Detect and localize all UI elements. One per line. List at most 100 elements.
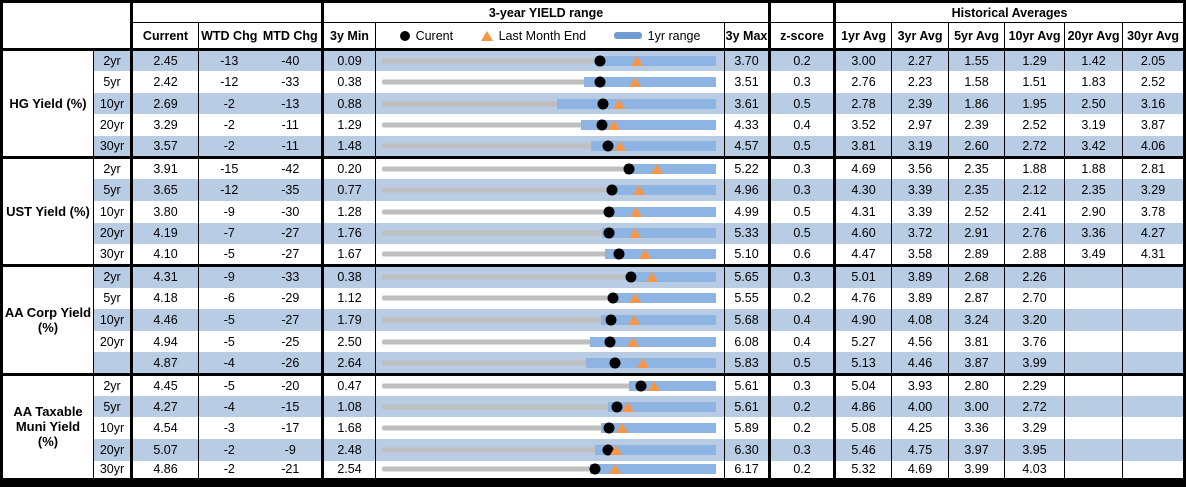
last-month-end-triangle xyxy=(608,464,621,475)
wtd-chg-cell: -7 xyxy=(198,222,260,245)
column-header-1yr-avg: 1yr Avg xyxy=(834,22,893,51)
historical-avg-cell: 2.23 xyxy=(891,71,950,93)
historical-avg-cell: 3.89 xyxy=(891,264,950,288)
historical-avg-cell: 5.08 xyxy=(834,417,893,440)
z-score-cell: 0.6 xyxy=(769,244,837,266)
current-dot xyxy=(605,314,617,326)
wtd-chg-cell: -2 xyxy=(223,462,235,477)
mtd-chg-cell: -26 xyxy=(259,352,324,375)
current-dot xyxy=(623,163,635,175)
range-chart-cell xyxy=(375,156,725,180)
current-value-cell: 3.65 xyxy=(131,179,199,201)
historical-avg-cell: 3.19 xyxy=(891,136,950,158)
range-chart-cell xyxy=(375,179,725,201)
historical-avg-cell xyxy=(1064,287,1124,310)
last-month-end-triangle xyxy=(629,206,642,217)
historical-avg-cell xyxy=(1064,439,1124,461)
1yr-range-bar xyxy=(607,206,716,217)
group-label: HG Yield (%) xyxy=(1,47,94,158)
current-value-cell: 2.69 xyxy=(131,92,199,115)
wtd-chg-cell: -13 xyxy=(198,48,260,72)
tenor-cell: 30yr xyxy=(93,136,133,158)
mtd-chg-cell: -27 xyxy=(259,309,324,331)
z-score-cell: 0.2 xyxy=(769,417,837,440)
table-row: 10yr 3.80 -9 -30 1.28 4.99 0.5 4.31 3.39 2.52 2.41… xyxy=(2,200,1185,223)
bullet-chart xyxy=(376,309,724,331)
table-row: 10yr 4.54 -3 -17 1.68 5.89 0.2 5.08 4.25 3.36 3.29 xyxy=(2,417,1185,440)
current-value-cell: 4.86 xyxy=(131,460,199,483)
three-year-max-cell: 6.30 xyxy=(723,439,772,461)
three-year-min-cell: 0.47 xyxy=(322,372,376,396)
three-year-max-cell: 5.65 xyxy=(723,264,772,288)
historical-avg-cell: 2.60 xyxy=(948,136,1006,158)
three-year-max-cell: 5.22 xyxy=(723,156,772,180)
historical-avg-cell: 2.52 xyxy=(1140,74,1166,89)
historical-averages-title: Historical Averages xyxy=(834,1,1185,23)
3y-range-track xyxy=(382,230,716,236)
current-dot xyxy=(609,357,621,369)
table-row: 30yr 4.10 -5 -27 1.67 5.10 0.6 4.47 3.58 2.89 2.88… xyxy=(2,244,1185,266)
range-chart-cell xyxy=(376,201,725,223)
tenor-cell: 2yr xyxy=(93,48,133,72)
table-row: 5yr 3.65 -12 -35 0.77 4.96 0.3 4.30 3.39 2.35 2.12… xyxy=(2,179,1185,201)
historical-avg-cell: 2.80 xyxy=(948,372,1006,396)
three-year-min-cell: 0.20 xyxy=(322,156,376,180)
tenor-cell: 10yr xyxy=(93,92,133,115)
three-year-min-cell: 0.77 xyxy=(322,179,376,201)
historical-avg-cell: 4.30 xyxy=(834,179,893,201)
three-year-max-cell: 6.17 xyxy=(723,460,772,483)
historical-avg-cell: 2.72 xyxy=(1004,136,1066,158)
historical-avg-cell: 5.32 xyxy=(834,460,893,483)
z-score-cell: 0.5 xyxy=(769,200,837,223)
3y-range-track xyxy=(382,383,716,389)
1yr-range-bar xyxy=(610,185,716,196)
z-score-cell: 0.4 xyxy=(769,114,837,137)
legend-item-1yr-range: 1yr range xyxy=(613,29,700,43)
table-row: 20yr 4.94 -5 -25 2.50 6.08 0.4 5.27 4.56 3.81 3.76 xyxy=(2,330,1185,353)
wtd-chg-cell: -12 xyxy=(198,179,260,201)
last-month-end-triangle xyxy=(613,141,626,152)
range-chart-cell xyxy=(376,244,725,266)
current-value-cell: 4.31 xyxy=(131,264,199,288)
current-value-cell: 4.54 xyxy=(131,417,199,440)
mtd-chg-cell: -15 xyxy=(259,395,324,418)
last-month-end-triangle xyxy=(645,272,658,283)
historical-avg-cell: 4.31 xyxy=(834,200,893,223)
historical-avg-cell xyxy=(1064,264,1124,288)
historical-avg-cell xyxy=(1064,460,1124,483)
historical-avg-cell: 3.56 xyxy=(891,156,950,180)
current-value-cell: 4.45 xyxy=(131,372,199,396)
1yr-range-bar xyxy=(607,401,716,412)
historical-avg-cell: 2.72 xyxy=(1004,395,1066,418)
historical-avg-cell: 3.42 xyxy=(1064,136,1124,158)
historical-avg-cell: 4.03 xyxy=(1004,460,1066,483)
last-month-end-triangle xyxy=(638,249,651,260)
z-score-cell: 0.3 xyxy=(769,264,837,288)
tenor-cell: 30yr xyxy=(93,460,133,483)
historical-avg-cell: 2.35 xyxy=(948,179,1006,201)
range-chart-cell xyxy=(375,136,725,158)
current-dot xyxy=(603,422,615,434)
historical-avg-cell: 2.41 xyxy=(1004,200,1066,223)
historical-avg-cell: 3.81 xyxy=(948,330,1006,353)
mtd-chg-cell: -33 xyxy=(259,71,324,93)
current-value-cell: 4.87 xyxy=(131,352,199,375)
historical-avg-cell xyxy=(1122,395,1185,418)
historical-avg-cell: 3.29 xyxy=(1004,417,1066,440)
historical-avg-cell: 3.36 xyxy=(948,417,1006,440)
historical-avg-cell: 4.86 xyxy=(834,395,893,418)
historical-avg-cell xyxy=(1123,417,1185,439)
historical-avg-cell: 2.35 xyxy=(948,156,1006,180)
historical-avg-cell: 2.68 xyxy=(948,264,1006,288)
3y-range-track xyxy=(382,425,716,431)
three-year-max-cell: 5.68 xyxy=(723,309,772,331)
historical-avg-cell: 4.56 xyxy=(891,330,950,353)
three-year-min-cell: 2.64 xyxy=(322,352,376,375)
range-chart-cell xyxy=(375,352,725,375)
wtd-chg-cell: -4 xyxy=(198,352,260,375)
1yr-range-bar xyxy=(604,249,716,260)
current-value-cell: 3.29 xyxy=(131,114,199,137)
3y-range-track xyxy=(382,251,716,257)
historical-avg-cell: 2.87 xyxy=(948,287,1006,310)
